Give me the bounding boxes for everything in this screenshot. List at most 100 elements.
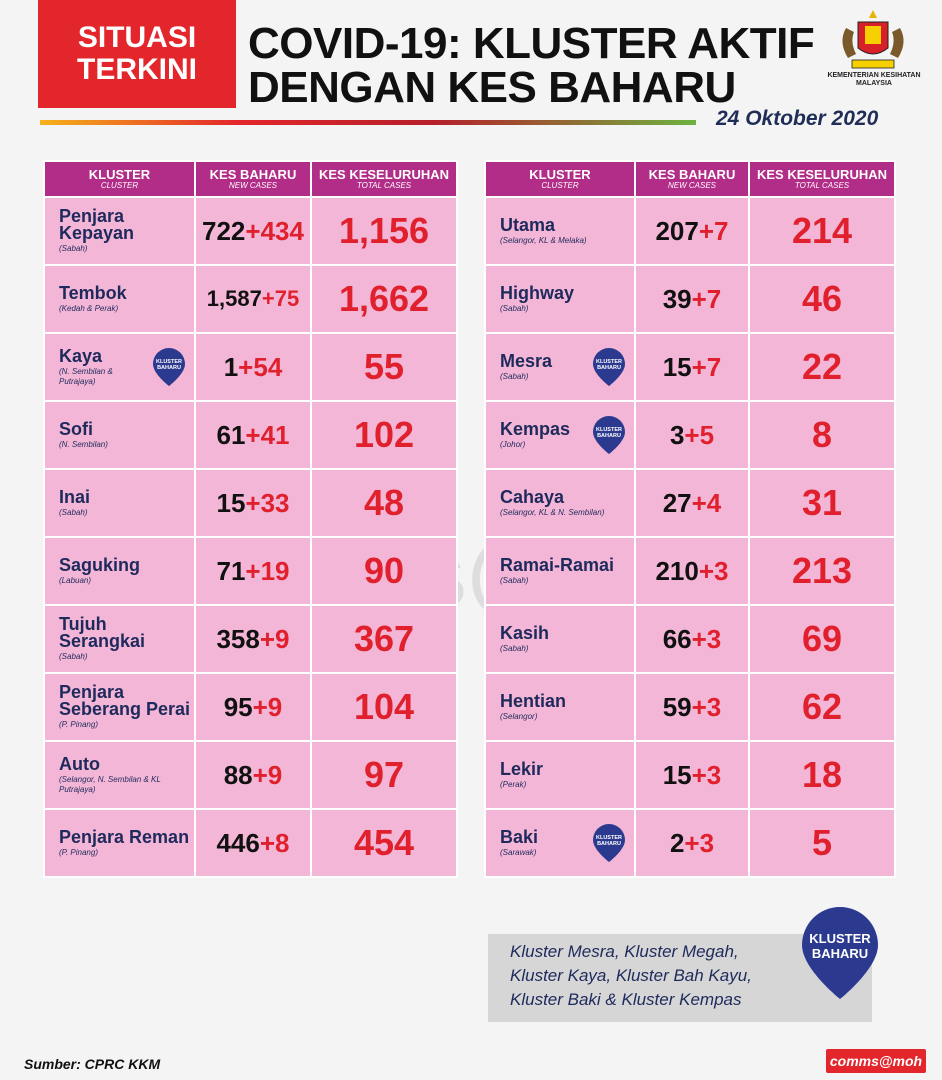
col-new-label-en: NEW CASES	[228, 180, 277, 190]
cluster-name: Sofi	[59, 418, 93, 439]
total-cases-cell: 46	[750, 266, 894, 332]
cluster-name: Tembok	[59, 282, 127, 303]
cluster-name-cell: Saguking (Labuan)	[45, 538, 194, 604]
col-total-label: KES KESELURUHAN	[756, 166, 887, 182]
new-cases-base: 59	[662, 691, 692, 722]
new-cases-added: +3	[698, 555, 729, 586]
cluster-name-cell: Penjara Reman (P. Pinang)	[45, 810, 194, 876]
new-cases-cell: 358+9	[196, 606, 310, 672]
total-cases-cell: 22	[750, 334, 894, 400]
table-row: Tujuh Serangkai (Sabah) 358+9 367	[45, 606, 456, 672]
col-cluster-label: KLUSTER	[529, 166, 591, 182]
situasi-terkini-badge: SITUASI TERKINI	[38, 0, 236, 108]
table-row: Highway (Sabah) 39+7 46	[486, 266, 894, 332]
cluster-name: Hentian	[500, 690, 567, 711]
new-cases-base: 3	[669, 419, 685, 450]
new-cases-base: 210	[655, 555, 699, 586]
cluster-location: (Sabah)	[500, 643, 529, 653]
cluster-name: Mesra	[500, 350, 553, 371]
badge-line-1: SITUASI	[77, 21, 197, 54]
cluster-name: Cahaya	[500, 486, 565, 507]
col-new-label: KES BAHARU	[648, 166, 736, 182]
col-total-label-en: TOTAL CASES	[356, 180, 412, 190]
table-row: Sofi (N. Sembilan) 61+41 102	[45, 402, 456, 468]
cluster-location: (Sabah)	[59, 507, 88, 517]
cluster-name: Kempas	[500, 418, 571, 439]
source-label: Sumber: CPRC KKM	[24, 1056, 161, 1072]
table-row: Mesra (Sabah) KLUSTER BAHARU 15+7 22	[486, 334, 894, 400]
table-row: Ramai-Ramai (Sabah) 210+3 213	[486, 538, 894, 604]
new-cases-added: +5	[684, 419, 715, 450]
cluster-location: (Selangor, KL & Melaka)	[500, 235, 587, 245]
cluster-name-cell: Tujuh Serangkai (Sabah)	[45, 606, 194, 672]
cluster-name-cell: Hentian (Selangor)	[486, 674, 634, 740]
table-row: Cahaya (Selangor, KL & N. Sembilan) 27+4 31	[486, 470, 894, 536]
new-cases-added: +4	[691, 487, 722, 518]
new-cases-cell: 15+3	[636, 742, 748, 808]
cluster-location: (Selangor, N. Sembilan & KL Putrajaya)	[59, 774, 161, 794]
pin-label-line-1: KLUSTER	[596, 427, 622, 433]
new-cases-base: 15	[662, 759, 692, 790]
new-cases-added: +8	[259, 827, 290, 858]
cluster-name: Inai	[59, 486, 91, 507]
new-cluster-note: Kluster Mesra, Kluster Megah, Kluster Ka…	[488, 934, 872, 1022]
new-cases-cell: 722+434	[196, 198, 310, 264]
cluster-name-cell: Auto (Selangor, N. Sembilan & KL Putrajay…	[45, 742, 194, 808]
report-date: 24 Oktober 2020	[716, 107, 879, 130]
pin-label-line-1: KLUSTER	[596, 835, 622, 841]
new-cases-added: +9	[259, 623, 290, 654]
new-cases-added: +33	[245, 487, 290, 518]
new-cases-base: 95	[223, 691, 253, 722]
new-cases-base: 88	[223, 759, 253, 790]
cluster-name-cell: Ramai-Ramai (Sabah)	[486, 538, 634, 604]
cluster-name: Penjara Kepayan	[59, 206, 135, 243]
cluster-name: Kaya	[59, 345, 103, 366]
col-new-header: KES BAHARU NEW CASES	[636, 162, 748, 196]
credit-badge: comms@moh	[826, 1049, 926, 1073]
cluster-name-cell: Highway (Sabah)	[486, 266, 634, 332]
table-row: Penjara Kepayan (Sabah) 722+434 1,156	[45, 198, 456, 264]
table-header-row: KLUSTER CLUSTER KES BAHARU NEW CASES KES K…	[486, 162, 894, 196]
cluster-name: Penjara Reman	[59, 826, 190, 847]
badge-line-2: TERKINI	[77, 53, 197, 86]
new-cases-base: 722	[202, 215, 246, 246]
new-cases-added: +7	[691, 351, 722, 382]
col-cluster-label-en: CLUSTER	[100, 180, 139, 190]
table-row: Penjara Seberang Perai (P. Pinang) 95+9 104	[45, 674, 456, 740]
table-row: Kasih (Sabah) 66+3 69	[486, 606, 894, 672]
cluster-location: (Sabah)	[500, 371, 529, 381]
cluster-location: (Kedah & Perak)	[59, 303, 119, 313]
new-cases-added: +434	[245, 215, 304, 246]
cluster-name: Ramai-Ramai	[500, 554, 615, 575]
cluster-location: (Sarawak)	[500, 847, 537, 857]
col-cluster-label: KLUSTER	[88, 166, 151, 182]
new-cases-added: +19	[245, 555, 290, 586]
new-cases-cell: 88+9	[196, 742, 310, 808]
cluster-location: (P. Pinang)	[59, 720, 98, 729]
new-cases-base: 358	[216, 623, 260, 654]
col-total-header: KES KESELURUHAN TOTAL CASES	[312, 162, 456, 196]
new-cases-cell: 15+33	[196, 470, 310, 536]
cluster-name-cell: Lekir (Perak)	[486, 742, 634, 808]
page-title: COVID-19: KLUSTER AKTIF DENGAN KES BAHAR…	[248, 22, 828, 110]
col-cluster-label-en: CLUSTER	[541, 180, 579, 190]
new-cases-base: 61	[216, 419, 246, 450]
total-cases-cell: 454	[312, 810, 456, 876]
cluster-name: Baki	[500, 826, 539, 847]
note-line: Kluster Mesra, Kluster Megah,	[510, 942, 739, 961]
cluster-name-cell: Utama (Selangor, KL & Melaka)	[486, 198, 634, 264]
new-cases-added: +3	[691, 691, 722, 722]
table-row: Auto (Selangor, N. Sembilan & KL Putrajay…	[45, 742, 456, 808]
new-cases-cell: 59+3	[636, 674, 748, 740]
col-new-header: KES BAHARU NEW CASES	[196, 162, 310, 196]
new-cases-base: 207	[655, 215, 699, 246]
pin-label-line-2: BAHARU	[597, 841, 621, 847]
new-cases-base: 1	[223, 351, 239, 382]
new-cases-added: +41	[245, 419, 290, 450]
total-cases-cell: 213	[750, 538, 894, 604]
new-cases-added: +3	[684, 827, 715, 858]
cluster-location: (Johor)	[500, 439, 526, 449]
cluster-table-left: KLUSTER CLUSTER KES BAHARU NEW CASES KES K…	[43, 160, 458, 878]
